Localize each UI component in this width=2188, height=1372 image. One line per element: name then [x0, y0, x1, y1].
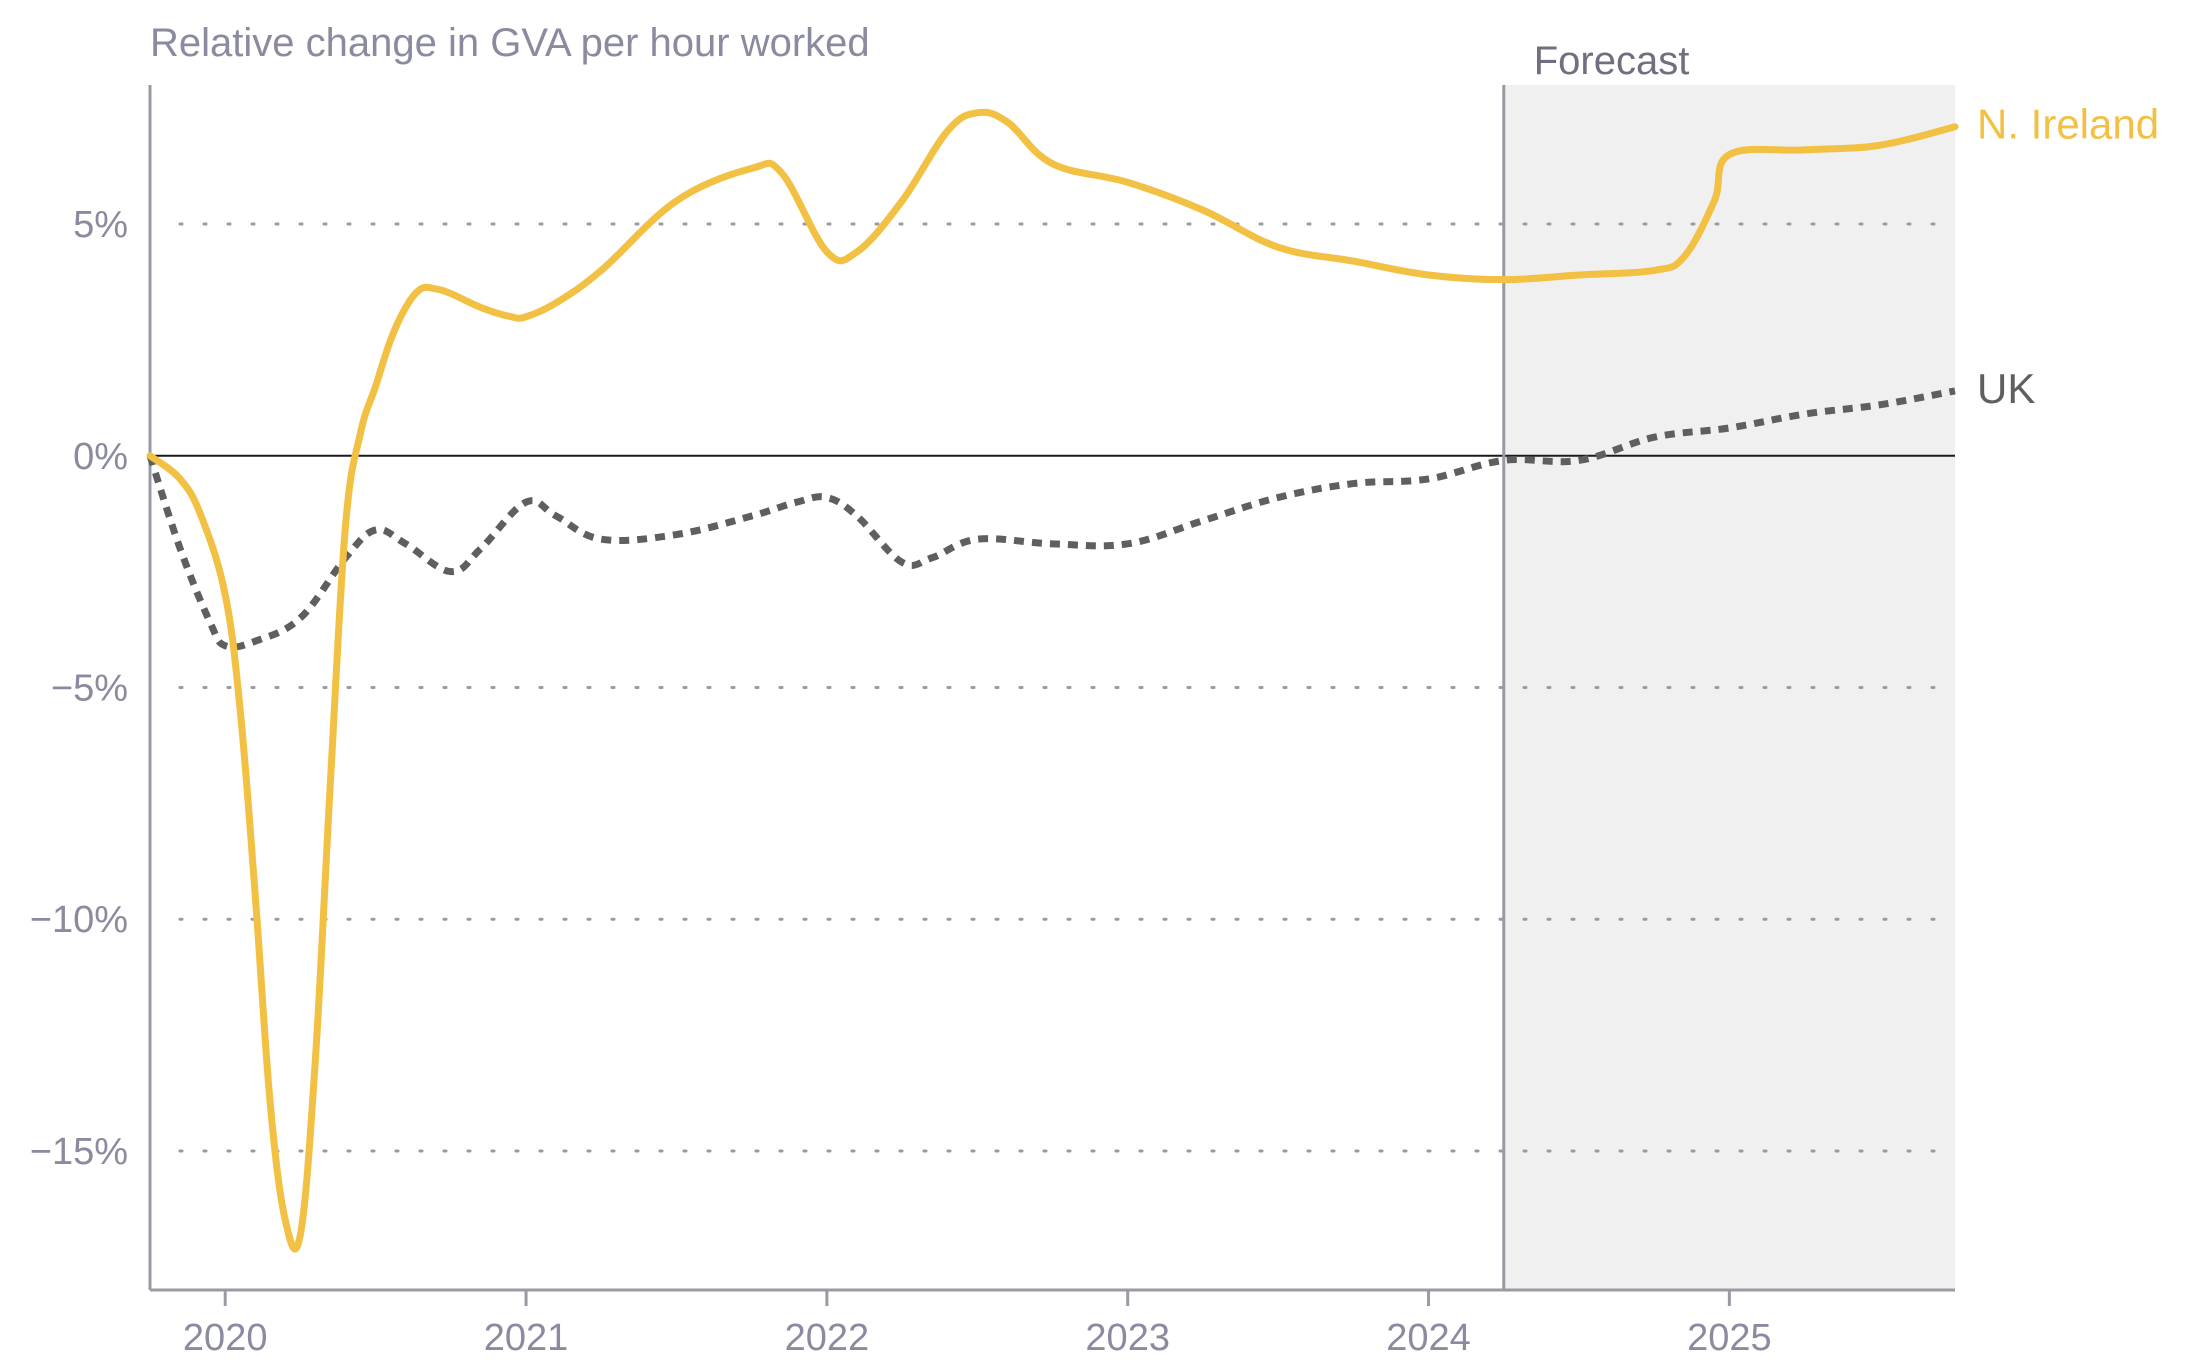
x-tick-label: 2022 [785, 1317, 870, 1359]
series-group [146, 108, 1959, 1253]
series-label-uk: UK [1977, 365, 2035, 412]
x-axis-ticks: 2020 2021 2022 2023 2024 2025 [183, 1290, 1772, 1359]
y-tick-label: −10% [30, 899, 128, 941]
x-tick-label: 2024 [1386, 1317, 1471, 1359]
x-tick-label: 2020 [183, 1317, 268, 1359]
y-tick-label: −15% [30, 1131, 128, 1173]
y-tick-label: 0% [73, 436, 128, 478]
series-line-uk [146, 387, 1956, 651]
x-tick-label: 2023 [1085, 1317, 1170, 1359]
x-tick-label: 2021 [484, 1317, 569, 1359]
y-axis-ticks: 5% 0% −5% −10% −15% [30, 204, 128, 1173]
series-label-n-ireland: N. Ireland [1977, 101, 2159, 148]
series-labels: UK N. Ireland [1977, 101, 2159, 412]
forecast-label: Forecast [1534, 39, 1690, 83]
y-tick-label: −5% [51, 668, 128, 710]
series-line-n-ireland [146, 108, 1959, 1253]
x-tick-label: 2025 [1687, 1317, 1772, 1359]
y-axis-title: Relative change in GVA per hour worked [150, 21, 870, 65]
forecast-shade [1503, 85, 1955, 1290]
y-tick-label: 5% [73, 204, 128, 246]
